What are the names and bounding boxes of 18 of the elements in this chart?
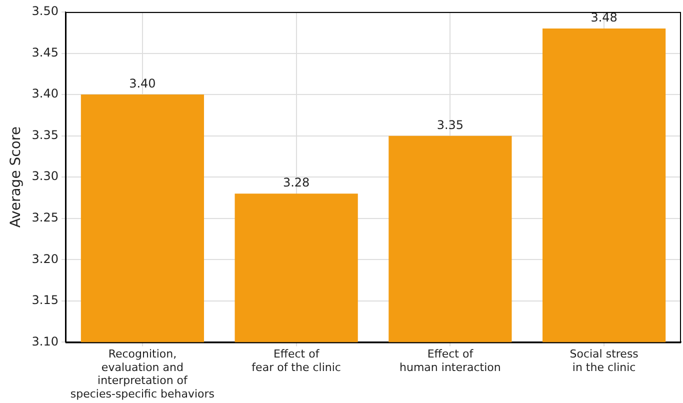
y-tick-label: 3.50 [32,4,59,18]
data-label: 3.28 [282,176,310,190]
y-tick-label: 3.45 [32,45,59,60]
y-tick-label: 3.25 [32,210,59,224]
y-tick-label: 3.35 [32,128,59,142]
y-tick-label: 3.30 [32,169,59,184]
y-tick-label: 3.10 [32,334,59,348]
y-tick-label: 3.15 [32,293,59,308]
data-label: 3.40 [129,76,156,91]
x-tick-label: Effect of human interaction [400,348,501,374]
x-tick-label: Effect of fear of the clinic [252,348,341,374]
data-label: 3.35 [436,118,464,132]
x-tick-label: Recognition, evaluation and interpretation of species-specific behaviors [70,348,215,400]
y-tick-label: 3.40 [32,86,59,101]
y-axis-title: Average Score [8,126,24,228]
y-tick-label: 3.20 [32,252,59,266]
x-tick-label: Social stress in the clinic [570,348,639,374]
data-label: 3.48 [590,10,618,25]
